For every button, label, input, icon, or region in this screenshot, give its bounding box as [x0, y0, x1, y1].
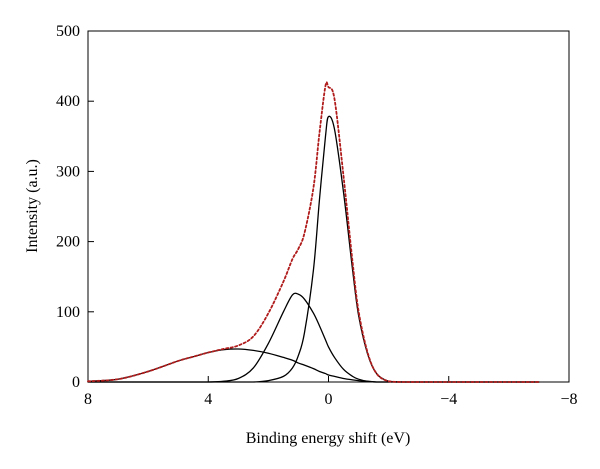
x-tick-label: 4	[204, 391, 212, 408]
x-tick-label: 8	[84, 391, 92, 408]
plot-frame	[87, 30, 570, 383]
series-line-3	[87, 115, 540, 383]
x-tick-label: −8	[560, 391, 577, 408]
y-tick-label: 200	[56, 234, 80, 251]
y-axis: 0 100 200 300 400 500	[56, 23, 94, 391]
series-line-sum-dotted	[87, 81, 540, 383]
x-tick-label: 0	[325, 391, 333, 408]
y-axis-label: Intensity (a.u.)	[24, 159, 41, 253]
y-tick-label: 100	[56, 304, 80, 321]
y-tick-label: 400	[56, 93, 80, 110]
series-group	[87, 81, 540, 383]
y-tick-label: 500	[56, 23, 80, 40]
y-tick-label: 0	[72, 374, 80, 391]
series-line-1	[87, 348, 540, 383]
x-axis-label: Binding energy shift (eV)	[246, 430, 411, 447]
y-tick-label: 300	[56, 163, 80, 180]
x-tick-label: −4	[440, 391, 457, 408]
x-axis: 8 4 0 −4 −8	[84, 376, 578, 408]
